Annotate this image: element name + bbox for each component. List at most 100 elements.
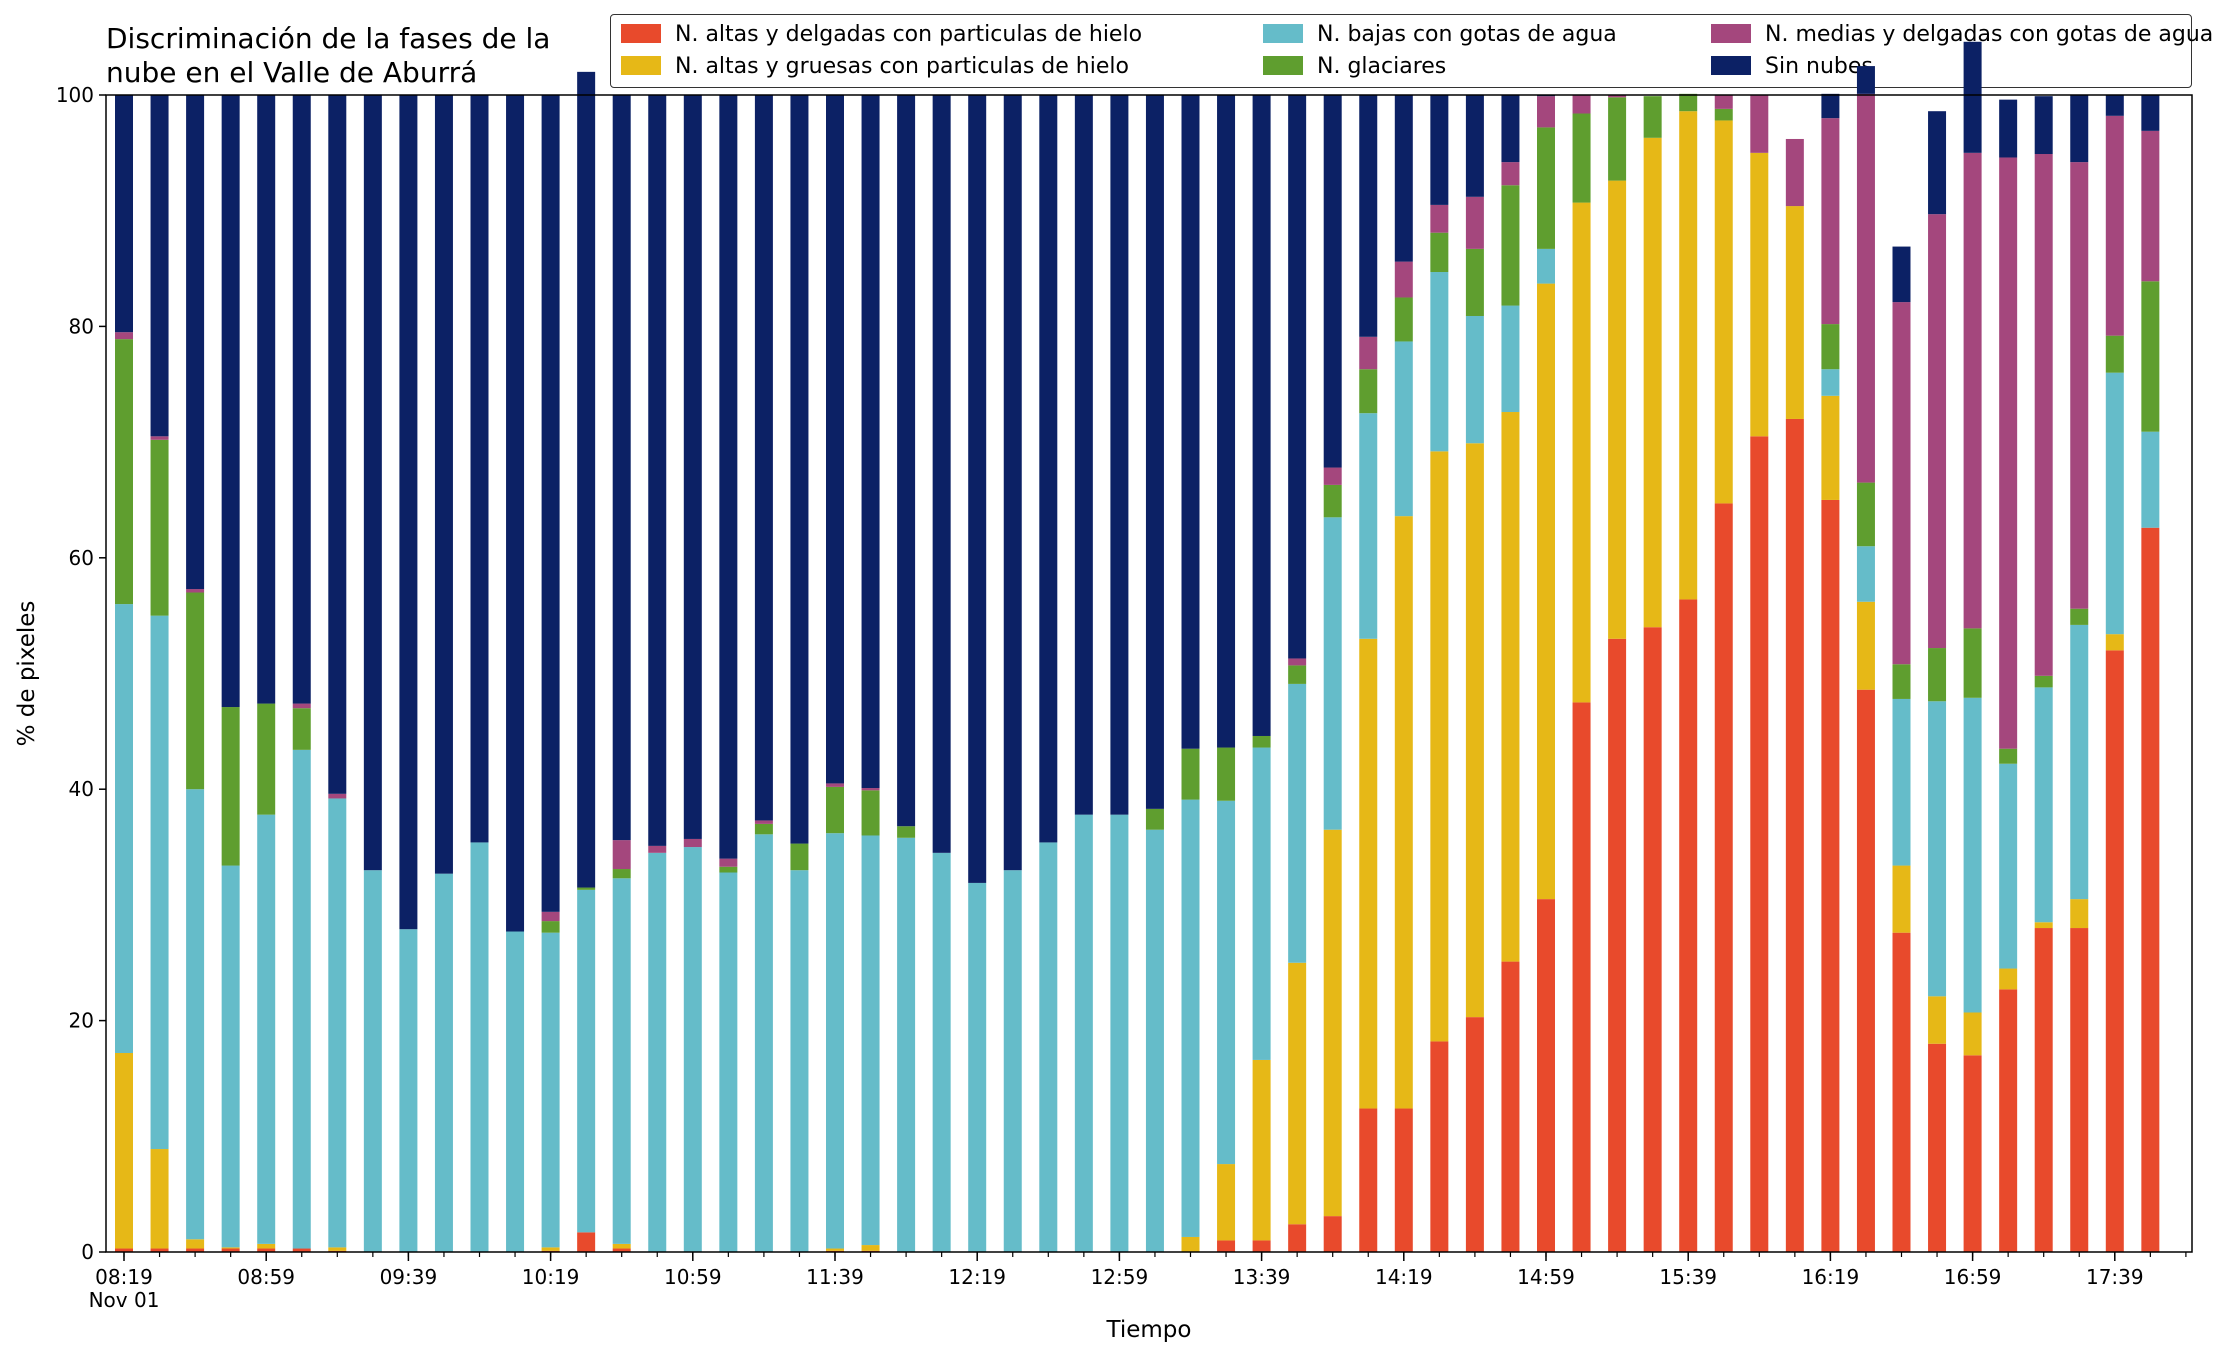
legend-item: N. bajas con gotas de agua — [1263, 22, 1617, 48]
bar-segment — [1963, 1055, 1982, 1252]
bar-segment — [1465, 95, 1484, 197]
bar-segment — [1181, 95, 1200, 749]
x-tick-label: 08:19 — [95, 1265, 153, 1289]
y-tick-label: 100 — [56, 83, 94, 107]
bar-segment — [1323, 517, 1342, 830]
bar-segment — [861, 835, 880, 1246]
bar-segment — [1217, 747, 1236, 801]
bar-segment — [754, 820, 773, 824]
x-axis-label: Tiempo — [1106, 1317, 1192, 1343]
bar-segment — [1714, 120, 1733, 504]
bar-segment — [1430, 232, 1449, 273]
bar-segment — [292, 708, 311, 750]
legend-swatch — [621, 24, 661, 43]
bar-segment — [1856, 689, 1875, 1252]
bar-segment — [1217, 800, 1236, 1165]
bar-segment — [1643, 137, 1662, 628]
bar-segment — [541, 921, 560, 933]
bar-segment — [1892, 246, 1911, 303]
bar-segment — [1145, 808, 1164, 830]
chart-title: Discriminación de la fases de la nube en… — [106, 22, 551, 89]
legend-item: N. medias y delgadas con gotas de agua — [1711, 22, 2213, 48]
bar-segment — [612, 878, 631, 1244]
bar-segment — [257, 814, 276, 1244]
bar-segment — [221, 1248, 240, 1252]
bar-segment — [1821, 118, 1840, 325]
bar-segment — [2034, 154, 2053, 676]
bar-segment — [2141, 95, 2160, 131]
bar-segment — [1465, 443, 1484, 1018]
bar-segment — [1181, 799, 1200, 1237]
legend-label: Sin nubes — [1765, 54, 1873, 79]
bar-segment — [1963, 152, 1982, 629]
legend-swatch — [1263, 56, 1303, 75]
bar-segment — [968, 95, 987, 883]
bar-segment — [968, 882, 987, 1252]
bar-segment — [1537, 899, 1555, 1252]
bar-segment — [1928, 701, 1947, 997]
bar-segment — [2070, 162, 2089, 609]
bar-segment — [257, 1243, 276, 1249]
x-tick-label: 16:59 — [1944, 1265, 2002, 1289]
bar-segment — [1821, 395, 1840, 500]
y-tick-label: 40 — [69, 777, 94, 801]
y-tick-label: 60 — [69, 546, 94, 570]
bar-segment — [1963, 41, 1982, 153]
bar-segment — [1074, 95, 1093, 815]
legend-item: N. altas y delgadas con particulas de hi… — [621, 22, 1142, 48]
bar-segment — [1821, 93, 1840, 119]
bar-segment — [506, 95, 525, 932]
bar-segment — [328, 798, 347, 1248]
bar-segment — [1323, 1216, 1342, 1252]
bar-segment — [826, 833, 844, 1249]
bar-segment — [1856, 66, 1875, 94]
bar-segment — [1608, 97, 1627, 181]
bar-segment — [1145, 829, 1164, 1252]
legend-item: Sin nubes — [1711, 54, 1873, 80]
x-tick-label: 09:39 — [380, 1265, 438, 1289]
bar-segment — [1999, 968, 2018, 990]
bar-segment — [1039, 95, 1058, 843]
bar-segment — [1359, 638, 1378, 1109]
bar-segment — [1714, 108, 1733, 121]
x-tick-label: 15:39 — [1659, 1265, 1717, 1289]
bar-segment — [1252, 95, 1271, 736]
bar-segment — [1252, 1059, 1271, 1241]
bar-segment — [1892, 932, 1911, 1252]
bar-segment — [541, 932, 560, 1248]
plot-frame — [105, 94, 2193, 1253]
bar-segment — [719, 866, 738, 873]
bar-segment — [1003, 95, 1022, 871]
bar-segment — [2034, 96, 2053, 155]
y-axis-label: % de pixeles — [14, 601, 40, 747]
bar-segment — [1323, 829, 1342, 1217]
bar-segment — [150, 615, 169, 1150]
bar-segment — [186, 589, 205, 593]
x-tick-label: 12:19 — [948, 1265, 1006, 1289]
bar-segment — [1430, 451, 1449, 1042]
bar-segment — [541, 1247, 560, 1251]
bar-segment — [1785, 206, 1804, 419]
bar-segment — [470, 842, 489, 1252]
bar-segment — [186, 592, 205, 790]
legend-swatch — [1711, 24, 1751, 43]
bar-segment — [115, 339, 133, 605]
bar-segment — [1394, 516, 1413, 1109]
bar-segment — [434, 873, 453, 1252]
bar-segment — [2105, 372, 2124, 635]
bar-segment — [897, 826, 916, 838]
bar-segment — [1394, 95, 1413, 262]
bar-segment — [221, 707, 240, 866]
bar-segment — [1679, 93, 1698, 112]
bar-segment — [1003, 870, 1022, 1252]
bar-segment — [1892, 664, 1911, 699]
bar-segment — [1572, 113, 1591, 203]
bar-segment — [399, 929, 418, 1252]
bar-segment — [328, 793, 347, 799]
bar-segment — [1181, 1236, 1200, 1252]
bar-segment — [1323, 484, 1342, 518]
bar-segment — [1394, 297, 1413, 342]
bar-segment — [577, 889, 596, 1233]
bar-segment — [1714, 95, 1733, 109]
x-tick-label: 13:39 — [1233, 1265, 1291, 1289]
